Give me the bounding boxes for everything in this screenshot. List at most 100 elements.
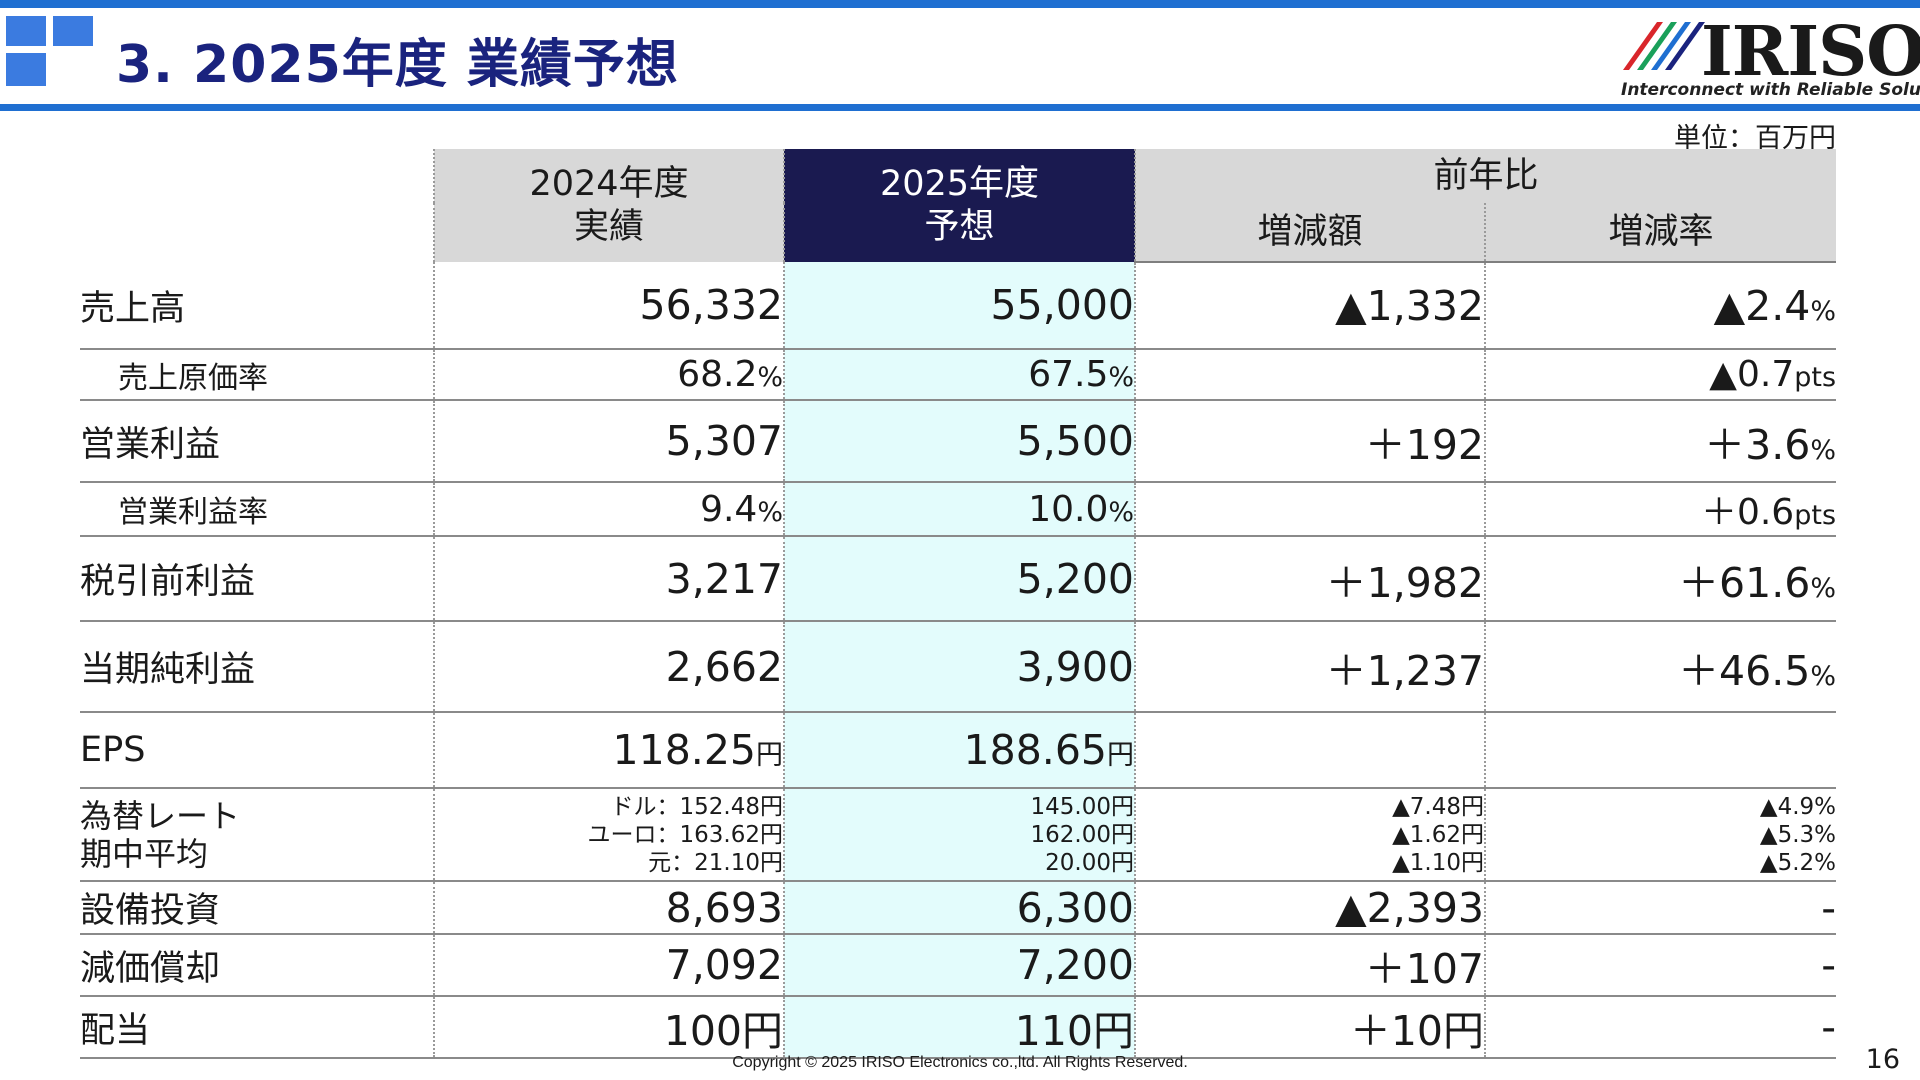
fy2024-value: 2,662 bbox=[433, 621, 784, 713]
row-label: 減価償却 bbox=[80, 934, 434, 997]
table-row: 税引前利益 3,217 5,200 ＋1,982 ＋61.6% bbox=[80, 536, 1837, 622]
table-row: 売上原価率 68.2% 67.5% ▲0.7pts bbox=[80, 349, 1837, 401]
title-rule bbox=[0, 104, 1920, 111]
table-row-fx: 為替レート 期中平均 ドル：152.48円 ユーロ：163.62円 元：21.1… bbox=[80, 788, 1837, 882]
fy2025-value: 5,500 bbox=[783, 400, 1135, 483]
fy2025-value: 7,200 bbox=[783, 934, 1135, 997]
fx-usd: 145.00円 bbox=[1030, 793, 1134, 820]
header-fy2025-type: 予想 bbox=[924, 206, 995, 247]
change-amount bbox=[1134, 712, 1485, 789]
fy2025-value: 67.5% bbox=[783, 349, 1135, 401]
fy2025-value: 188.65円 bbox=[783, 712, 1135, 789]
fy2025-value: 10.0% bbox=[783, 482, 1135, 537]
header-change-rate: 増減率 bbox=[1483, 203, 1837, 263]
header-blank bbox=[80, 149, 434, 262]
header-fy2024-type: 実績 bbox=[573, 206, 644, 247]
brand-tagline: Interconnect with Reliable Solution ··· bbox=[1621, 80, 1920, 100]
page-title: 3. 2025年度 業績予想 bbox=[116, 35, 679, 95]
change-amount: ＋1,237 bbox=[1134, 621, 1485, 713]
fy2025-fx-values: 145.00円 162.00円 20.00円 bbox=[783, 788, 1135, 882]
fx-cny-change: ▲1.10円 bbox=[1392, 849, 1484, 876]
section-squares-icon bbox=[6, 16, 96, 88]
change-rate: ▲0.7pts bbox=[1483, 349, 1837, 401]
fx-cny: 20.00円 bbox=[1045, 849, 1134, 876]
row-label: EPS bbox=[80, 712, 434, 789]
change-amount bbox=[1134, 482, 1485, 537]
fy2024-value: 9.4% bbox=[433, 482, 784, 537]
row-label: 為替レート 期中平均 bbox=[80, 788, 434, 882]
top-accent-bar bbox=[0, 0, 1920, 8]
fx-label-line1: 為替レート bbox=[80, 796, 241, 835]
fy2024-value: 8,693 bbox=[433, 881, 784, 935]
change-rate: ＋61.6% bbox=[1483, 536, 1837, 622]
table-row: 減価償却 7,092 7,200 ＋107 - bbox=[80, 934, 1837, 997]
fx-usd: ドル：152.48円 bbox=[610, 793, 783, 820]
fy2024-value: 118.25円 bbox=[433, 712, 784, 789]
change-amount: ＋10円 bbox=[1134, 996, 1485, 1059]
row-label: 設備投資 bbox=[80, 881, 434, 935]
change-amount: ＋107 bbox=[1134, 934, 1485, 997]
header-fy2025-year: 2025年度 bbox=[879, 163, 1040, 204]
brand-logo: IRISO Interconnect with Reliable Solutio… bbox=[1615, 10, 1920, 105]
header-fy2024-year: 2024年度 bbox=[529, 163, 689, 204]
fy2024-value: 3,217 bbox=[433, 536, 784, 622]
fx-usd-change: ▲7.48円 bbox=[1392, 793, 1484, 820]
change-rate: - bbox=[1483, 881, 1837, 935]
table-row: 売上高 56,332 55,000 ▲1,332 ▲2.4% bbox=[80, 262, 1837, 350]
fy2024-value: 7,092 bbox=[433, 934, 784, 997]
table-row: 営業利益 5,307 5,500 ＋192 ＋3.6% bbox=[80, 400, 1837, 483]
fx-change-rates: ▲4.9% ▲5.3% ▲5.2% bbox=[1483, 788, 1837, 882]
change-rate: ▲2.4% bbox=[1483, 262, 1837, 350]
change-amount: ＋192 bbox=[1134, 400, 1485, 483]
row-label: 配当 bbox=[80, 996, 434, 1059]
fx-label-line2: 期中平均 bbox=[80, 834, 209, 873]
fx-eur-change: ▲1.62円 bbox=[1392, 821, 1484, 848]
table-row: 配当 100円 110円 ＋10円 - bbox=[80, 996, 1837, 1059]
fy2025-value: 3,900 bbox=[783, 621, 1135, 713]
header-fy2025: 2025年度 予想 bbox=[783, 149, 1135, 262]
fy2025-value: 55,000 bbox=[783, 262, 1135, 350]
header-yoy: 前年比 bbox=[1133, 149, 1837, 203]
change-rate: ＋0.6pts bbox=[1483, 482, 1837, 537]
fy2024-value: 56,332 bbox=[433, 262, 784, 350]
brand-name: IRISO bbox=[1701, 12, 1920, 92]
copyright-footer: Copyright © 2025 IRISO Electronics co.,l… bbox=[732, 1054, 1188, 1071]
fy2025-value: 6,300 bbox=[783, 881, 1135, 935]
unit-note: 単位：百万円 bbox=[1674, 123, 1836, 154]
change-amount: ▲1,332 bbox=[1134, 262, 1485, 350]
fy2024-value: 68.2% bbox=[433, 349, 784, 401]
change-rate: - bbox=[1483, 934, 1837, 997]
brand-stripes-icon bbox=[1623, 22, 1705, 70]
fx-eur-rate: ▲5.3% bbox=[1759, 821, 1837, 848]
fx-cny: 元：21.10円 bbox=[648, 849, 783, 876]
fy2024-value: 100円 bbox=[433, 996, 784, 1059]
row-label: 税引前利益 bbox=[80, 536, 434, 622]
fx-usd-rate: ▲4.9% bbox=[1759, 793, 1837, 820]
row-label: 売上高 bbox=[80, 262, 434, 350]
row-label: 営業利益 bbox=[80, 400, 434, 483]
fx-change-amounts: ▲7.48円 ▲1.62円 ▲1.10円 bbox=[1134, 788, 1485, 882]
table-row: 設備投資 8,693 6,300 ▲2,393 - bbox=[80, 881, 1837, 935]
fx-eur: 162.00円 bbox=[1030, 821, 1134, 848]
fy2024-value: 5,307 bbox=[433, 400, 784, 483]
header-change-amount: 増減額 bbox=[1134, 203, 1485, 263]
table-row: 当期純利益 2,662 3,900 ＋1,237 ＋46.5% bbox=[80, 621, 1837, 713]
change-rate: ＋3.6% bbox=[1483, 400, 1837, 483]
fy2025-value: 110円 bbox=[783, 996, 1135, 1059]
change-amount: ＋1,982 bbox=[1134, 536, 1485, 622]
row-label: 営業利益率 bbox=[80, 482, 434, 537]
change-amount: ▲2,393 bbox=[1134, 881, 1485, 935]
change-rate: ＋46.5% bbox=[1483, 621, 1837, 713]
row-label: 当期純利益 bbox=[80, 621, 434, 713]
fx-eur: ユーロ：163.62円 bbox=[587, 821, 783, 848]
change-rate: - bbox=[1483, 996, 1837, 1059]
fx-cny-rate: ▲5.2% bbox=[1759, 849, 1837, 876]
fy2024-fx-values: ドル：152.48円 ユーロ：163.62円 元：21.10円 bbox=[433, 788, 784, 882]
row-label: 売上原価率 bbox=[80, 349, 434, 401]
table-row: EPS 118.25円 188.65円 bbox=[80, 712, 1837, 789]
change-rate bbox=[1483, 712, 1837, 789]
change-amount bbox=[1134, 349, 1485, 401]
page-number: 16 bbox=[1865, 1044, 1900, 1075]
table-row: 営業利益率 9.4% 10.0% ＋0.6pts bbox=[80, 482, 1837, 537]
header-fy2024: 2024年度 実績 bbox=[433, 149, 784, 262]
